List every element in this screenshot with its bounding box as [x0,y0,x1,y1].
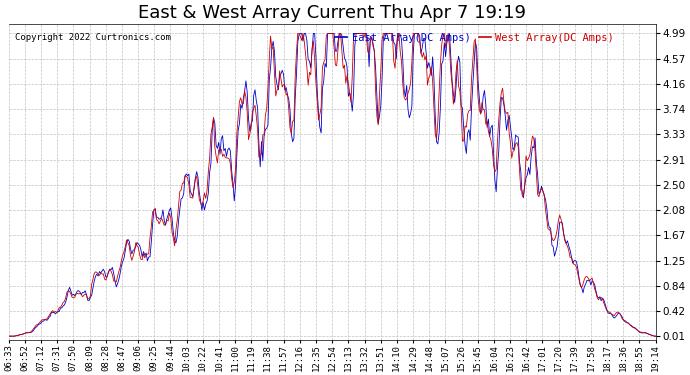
East Array(DC Amps) [536,189,544,194]
East Array(DC Amps) [313,88,322,93]
East Array(DC Amps) [391,42,400,46]
West Array(DC Amps) [638,330,646,334]
Title: East & West Array Current Thu Apr 7 19:19: East & West Array Current Thu Apr 7 19:1… [138,4,526,22]
Line: West Array(DC Amps): West Array(DC Amps) [9,33,656,336]
West Array(DC Amps) [294,31,302,36]
West Array(DC Amps) [391,66,400,70]
West Array(DC Amps) [5,334,13,338]
East Array(DC Amps) [5,334,13,338]
East Array(DC Amps) [638,331,646,335]
West Array(DC Amps) [356,31,364,36]
West Array(DC Amps) [536,189,544,194]
East Array(DC Amps) [651,334,660,338]
Text: Copyright 2022 Curtronics.com: Copyright 2022 Curtronics.com [15,33,171,42]
Line: East Array(DC Amps): East Array(DC Amps) [9,33,656,336]
East Array(DC Amps) [296,31,304,36]
West Array(DC Amps) [651,334,660,338]
East Array(DC Amps) [356,31,364,36]
West Array(DC Amps) [317,105,325,110]
East Array(DC Amps) [317,131,325,135]
West Array(DC Amps) [313,99,322,103]
Legend: East Array(DC Amps), West Array(DC Amps): East Array(DC Amps), West Array(DC Amps) [331,29,618,47]
